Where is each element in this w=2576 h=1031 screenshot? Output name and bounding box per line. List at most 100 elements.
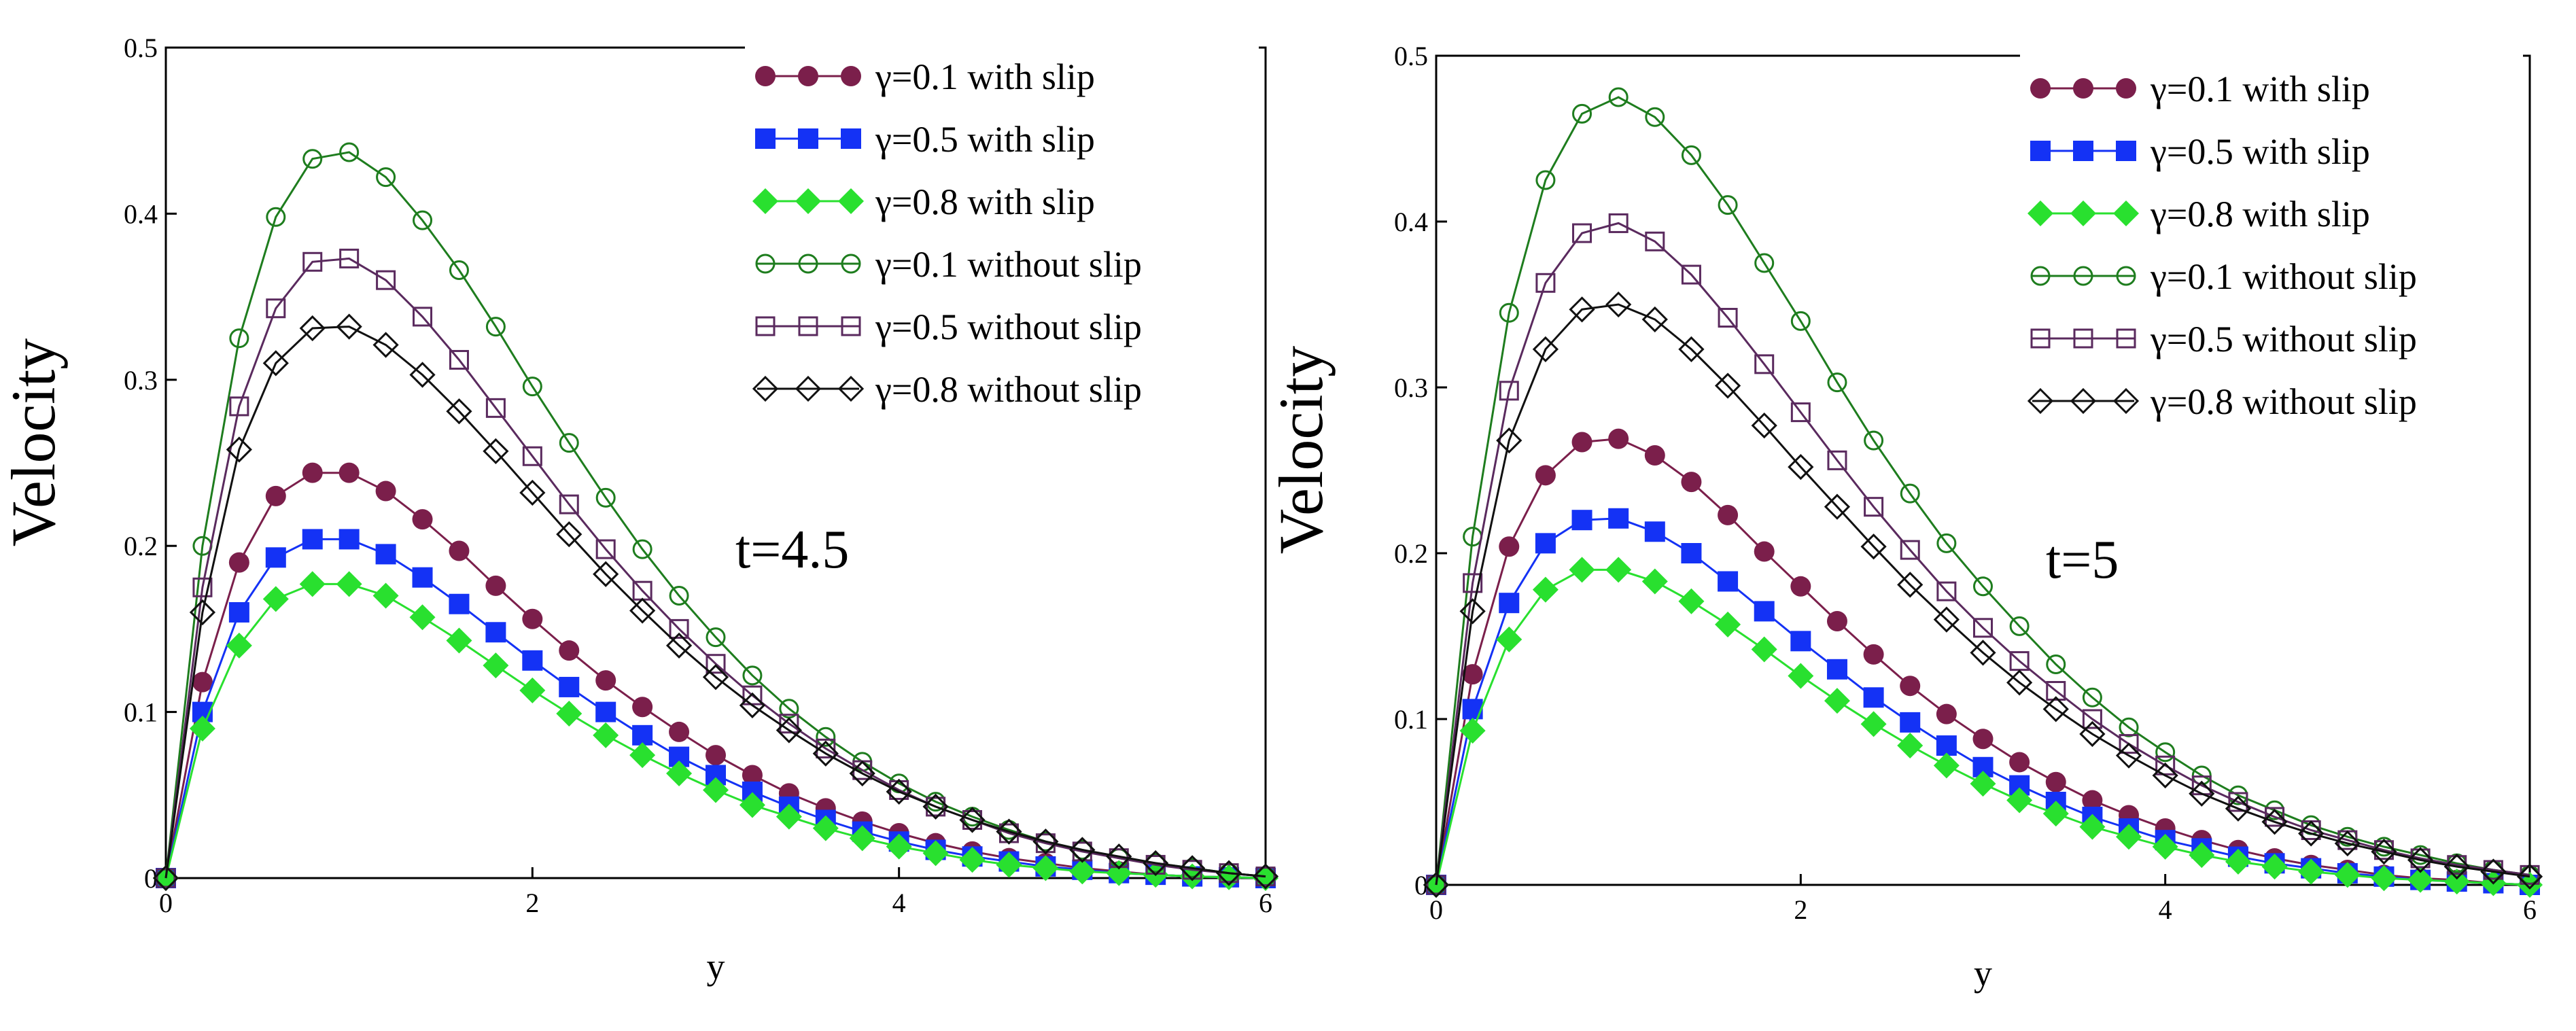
data-point (1718, 571, 1739, 592)
data-point (2334, 830, 2361, 857)
data-point (593, 722, 619, 748)
data-point (2082, 709, 2102, 729)
y-tick-label: 0.2 (1394, 538, 1428, 569)
data-point (1179, 855, 1206, 881)
data-point (2115, 742, 2142, 769)
legend-marker (841, 128, 861, 149)
data-point (1644, 445, 1665, 466)
data-point (1900, 483, 1920, 504)
data-point (706, 745, 726, 766)
legend-marker (755, 66, 776, 86)
data-point (372, 582, 399, 609)
data-point (2517, 872, 2543, 898)
plot-frame (164, 46, 1267, 879)
data-point (228, 552, 249, 573)
data-point (2261, 854, 2288, 880)
data-point (922, 793, 949, 820)
data-point (446, 398, 472, 425)
data-point (2334, 862, 2361, 888)
data-point (812, 740, 839, 767)
data-point (483, 438, 509, 465)
data-point (485, 622, 506, 643)
legend-item: γ=0.8 with slip (2027, 194, 2370, 234)
data-point (1827, 450, 1847, 470)
data-point (1897, 733, 1924, 759)
data-point (412, 509, 433, 530)
legend-label: γ=0.1 with slip (875, 56, 1095, 97)
data-point (1069, 837, 1096, 863)
data-point (413, 307, 433, 327)
data-point (226, 632, 252, 659)
legend-marker (798, 254, 818, 274)
legend-marker (2030, 78, 2051, 99)
data-point (1252, 863, 1279, 890)
legend-label: γ=0.8 with slip (875, 181, 1095, 222)
data-point (1751, 412, 1777, 439)
legend-marker (2030, 328, 2051, 349)
data-point (559, 676, 580, 697)
series-line (1435, 438, 2530, 886)
legend-marker (755, 254, 776, 274)
data-point (742, 765, 763, 786)
legend-marker (2073, 141, 2093, 161)
legend-label: γ=0.8 without slip (2150, 381, 2417, 422)
data-point (1571, 510, 1592, 531)
legend-label: γ=0.8 without slip (875, 369, 1142, 410)
data-point (2298, 858, 2325, 885)
data-point (593, 561, 619, 587)
data-point (1973, 576, 1993, 597)
data-point (1754, 354, 1775, 374)
legend-label: γ=0.8 with slip (2150, 194, 2370, 234)
data-point (1936, 581, 1957, 601)
data-point (375, 544, 396, 565)
data-point (886, 778, 912, 805)
data-point (2006, 669, 2033, 696)
data-point (1462, 699, 1483, 720)
legend-marker (2027, 200, 2053, 226)
data-point (412, 567, 433, 588)
data-point (1535, 273, 1556, 293)
legend-item: γ=0.5 with slip (2030, 131, 2370, 172)
data-point (302, 251, 323, 272)
time-annotation: t=5 (2046, 530, 2119, 590)
data-point (632, 697, 653, 718)
x-tick-label: 0 (1429, 894, 1443, 925)
data-point (2443, 854, 2470, 880)
data-point (376, 167, 396, 188)
legend-marker (838, 188, 864, 214)
data-point (2480, 858, 2507, 885)
y-tick-label: 0.5 (124, 33, 158, 63)
data-point (666, 761, 693, 787)
data-point (962, 809, 983, 830)
legend-label: γ=0.1 with slip (2150, 69, 2370, 109)
data-point (1970, 771, 1996, 797)
x-tick-label: 6 (2523, 894, 2537, 925)
y-tick-label: 0.4 (1394, 207, 1428, 237)
legend-label: γ=0.5 without slip (875, 307, 1142, 347)
data-point (2082, 790, 2103, 811)
data-point (1569, 557, 1595, 583)
data-point (262, 350, 289, 377)
data-point (1936, 703, 1957, 724)
legend-item: γ=0.8 without slip (752, 369, 1142, 410)
legend-marker (755, 316, 776, 336)
data-point (702, 664, 729, 691)
data-point (959, 807, 986, 833)
data-point (959, 847, 986, 873)
data-point (776, 717, 802, 744)
legend-item: γ=0.1 without slip (2030, 256, 2417, 297)
data-point (1790, 402, 1811, 423)
data-point (2225, 848, 2251, 875)
data-point (1459, 718, 1486, 744)
legend-marker (841, 254, 861, 274)
data-point (228, 601, 249, 623)
data-point (2225, 795, 2252, 822)
legend-marker (798, 66, 818, 86)
data-point (816, 727, 836, 747)
data-point (2371, 865, 2397, 892)
data-point (1569, 296, 1595, 323)
data-point (1897, 572, 1924, 598)
legend: γ=0.1 with slip γ=0.5 with slip γ=0.8 with… (745, 35, 1259, 438)
data-point (1645, 107, 1665, 127)
